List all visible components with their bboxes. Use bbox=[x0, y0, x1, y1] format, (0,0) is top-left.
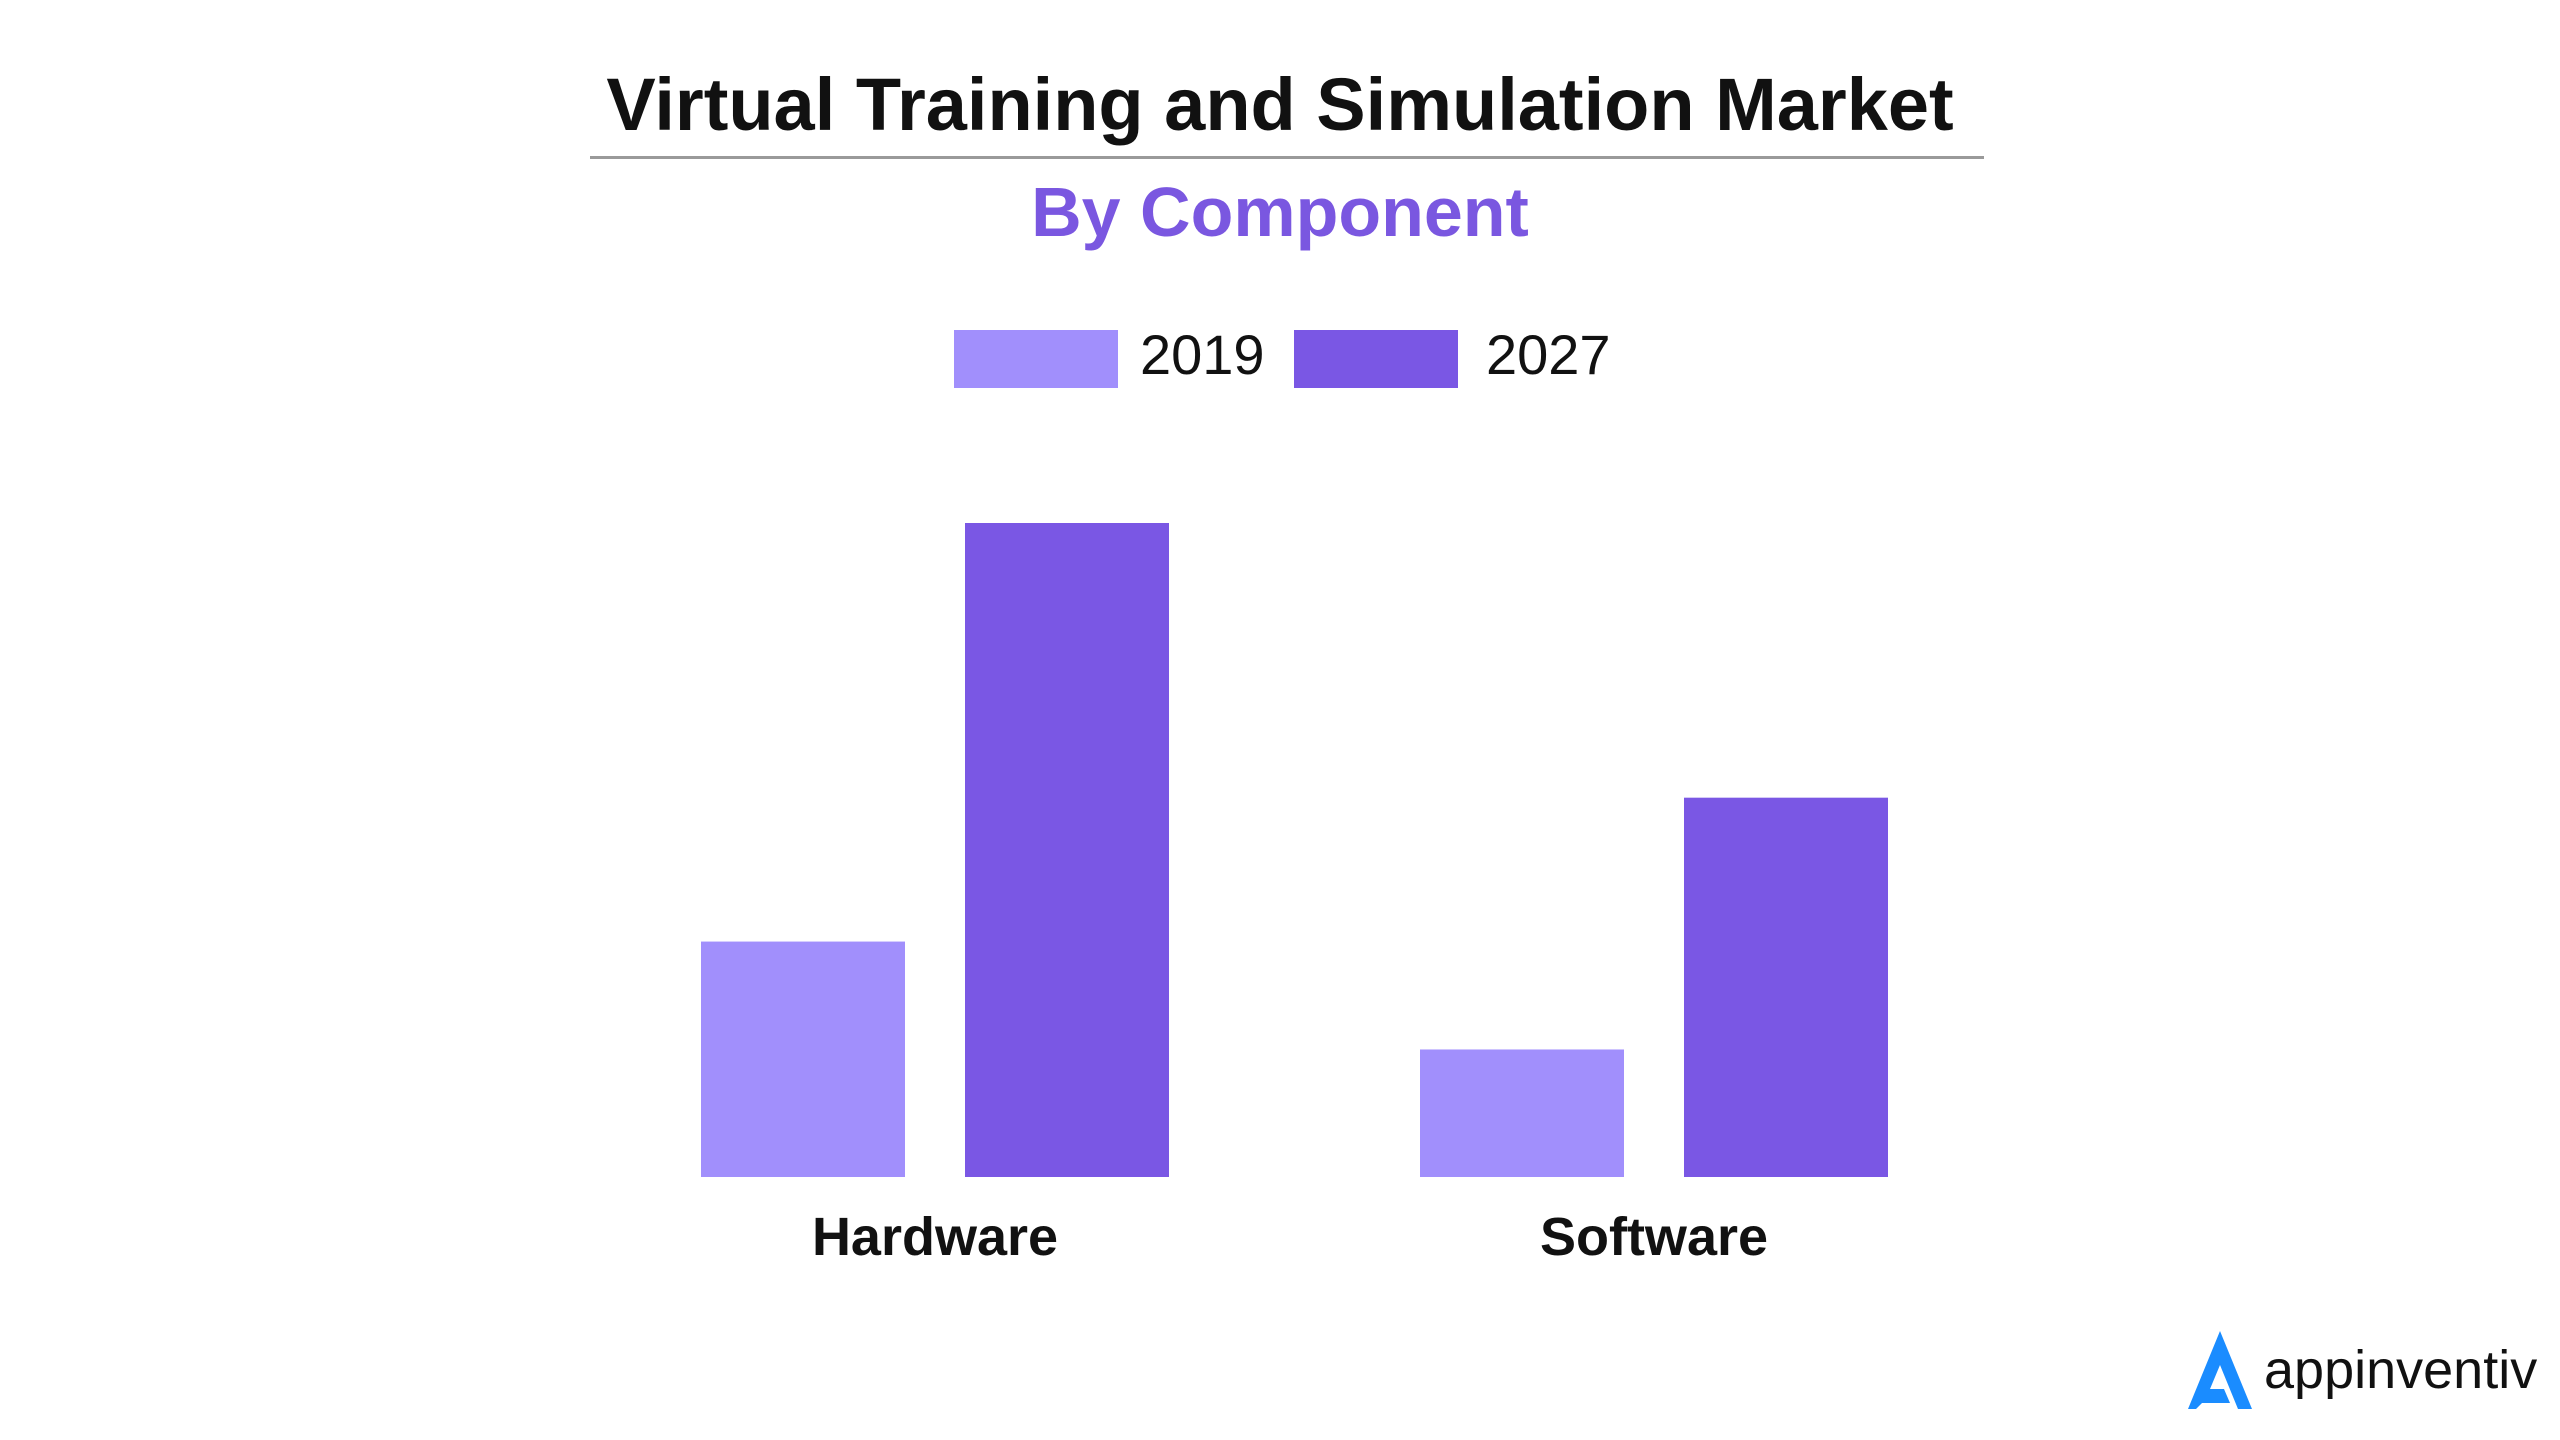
category-label-software: Software bbox=[1540, 1207, 1768, 1267]
legend-label-2019: 2019 bbox=[1140, 323, 1265, 386]
brand-logo: appinventiv bbox=[2180, 1325, 2540, 1415]
legend-swatch-2027 bbox=[1294, 330, 1458, 388]
brand-name: appinventiv bbox=[2264, 1340, 2538, 1400]
chart-subtitle: By Component bbox=[1031, 173, 1529, 251]
appinventiv-logo-icon bbox=[2188, 1331, 2252, 1409]
legend-label-2027: 2027 bbox=[1486, 323, 1611, 386]
chart-title: Virtual Training and Simulation Market bbox=[606, 63, 1954, 146]
bar-software-2027 bbox=[1684, 797, 1888, 1177]
bar-software-2019 bbox=[1420, 1049, 1624, 1177]
bar-hardware-2027 bbox=[965, 523, 1169, 1177]
bar-hardware-2019 bbox=[701, 941, 905, 1177]
category-label-hardware: Hardware bbox=[812, 1207, 1058, 1267]
title-underline bbox=[590, 156, 1984, 159]
legend-swatch-2019 bbox=[954, 330, 1118, 388]
